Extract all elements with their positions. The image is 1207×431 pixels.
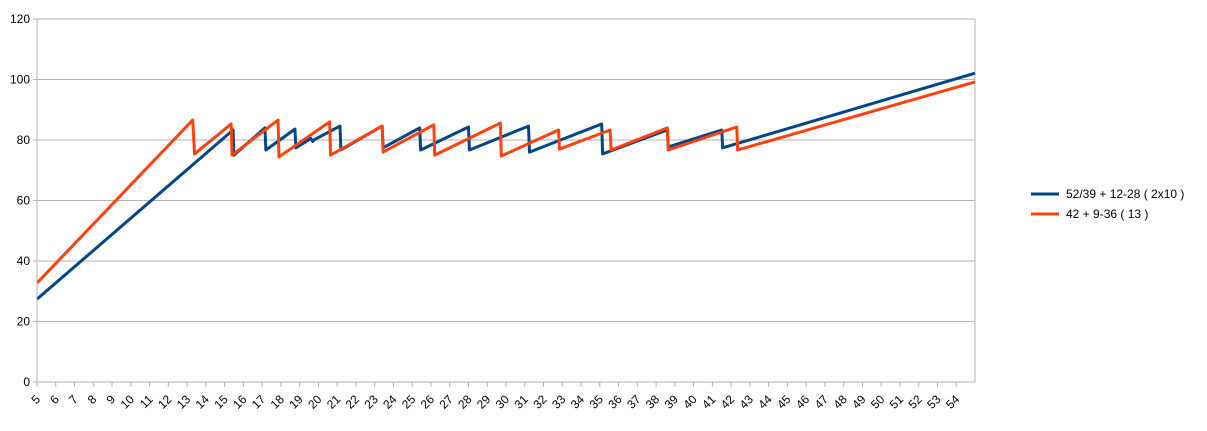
x-tick-label: 31 [512,392,532,412]
x-tick-label: 9 [104,392,119,407]
x-tick-label: 53 [924,392,944,412]
x-tick-label: 6 [47,392,62,407]
y-tick-label: 40 [17,254,31,268]
x-tick-label: 50 [868,392,888,412]
x-tick-label: 47 [812,392,832,412]
x-tick-label: 15 [211,392,231,412]
x-tick-label: 32 [530,392,550,412]
x-tick-label: 5 [28,392,43,407]
x-tick-label: 11 [137,392,156,411]
x-tick-label: 43 [737,392,757,412]
y-tick-label: 100 [10,73,30,87]
x-tick-label: 17 [249,392,269,412]
x-tick-label: 27 [436,392,456,412]
x-tick-label: 48 [830,392,850,412]
x-tick-label: 42 [718,392,738,412]
x-tick-label: 14 [193,392,213,412]
x-tick-label: 10 [118,392,138,412]
legend-label: 42 + 9-36 ( 13 ) [1066,207,1148,221]
x-tick-label: 16 [230,392,250,412]
x-tick-label: 38 [643,392,663,412]
x-tick-label: 21 [324,392,344,412]
x-tick-label: 22 [343,392,363,412]
x-tick-label: 13 [174,392,194,412]
x-tick-label: 8 [85,392,100,407]
lines [35,71,976,301]
series-line [36,71,976,301]
x-tick-label: 52 [905,392,925,412]
x-tick-label: 30 [493,392,513,412]
x-tick-label: 54 [943,392,963,412]
x-tick-label: 7 [66,392,81,407]
y-tick-label: 20 [17,315,31,329]
legend: 52/39 + 12-28 ( 2x10 ) 42 + 9-36 ( 13 ) [1031,187,1184,221]
legend-label: 52/39 + 12-28 ( 2x10 ) [1066,187,1184,201]
x-tick-label: 20 [305,392,325,412]
x-tick-label: 46 [793,392,813,412]
grid [37,18,976,383]
x-tick-label: 12 [155,392,175,412]
x-tick-label: 26 [418,392,438,412]
x-tick-label: 39 [662,392,682,412]
x-tick-label: 29 [474,392,494,412]
x-tick-label: 51 [887,392,907,412]
y-tick-label: 120 [10,12,30,26]
x-tick-label: 49 [849,392,869,412]
x-tick-label: 36 [605,392,625,412]
x-tick-label: 19 [286,392,306,412]
x-tick-label: 33 [549,392,569,412]
y-tick-label: 0 [23,375,30,389]
x-tick-label: 41 [699,392,719,412]
x-tick-label: 18 [268,392,288,412]
x-tick-label: 24 [380,392,400,412]
axes: 0 20 40 60 80 100 120 5 6 7 8 9 10 11 12 13 14 15 16 17 18 19… [10,12,975,412]
x-tick-label: 35 [587,392,607,412]
series-line [35,80,976,285]
x-tick-label: 34 [568,392,588,412]
x-tick-label: 28 [455,392,475,412]
x-tick-label: 23 [361,392,381,412]
x-tick-label: 40 [680,392,700,412]
x-tick-label: 25 [399,392,419,412]
x-tick-label: 44 [755,392,775,412]
x-tick-label: 37 [624,392,644,412]
y-tick-label: 60 [17,194,31,208]
y-tick-label: 80 [17,133,31,147]
x-tick-label: 45 [774,392,794,412]
